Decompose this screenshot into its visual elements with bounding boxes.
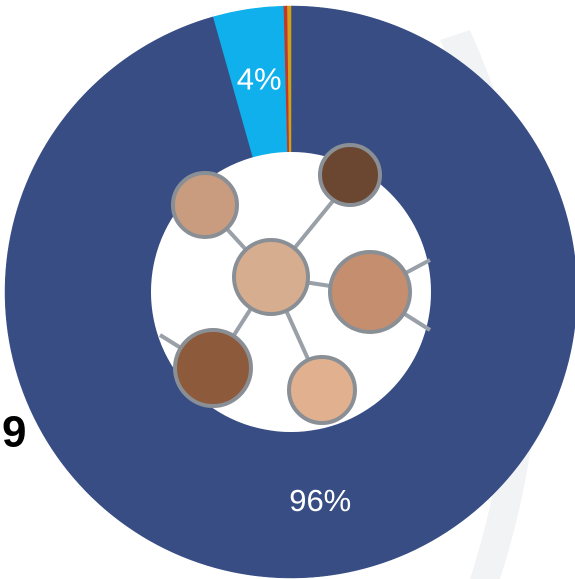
page: 9 96%4% (() => { const data = JSON.parse… — [0, 0, 575, 579]
chart: 9 96% 4% — [0, 0, 575, 579]
logo-fragment: 9 — [2, 408, 26, 457]
data-label: 96% — [289, 483, 351, 518]
data-label: 4% — [237, 62, 282, 97]
